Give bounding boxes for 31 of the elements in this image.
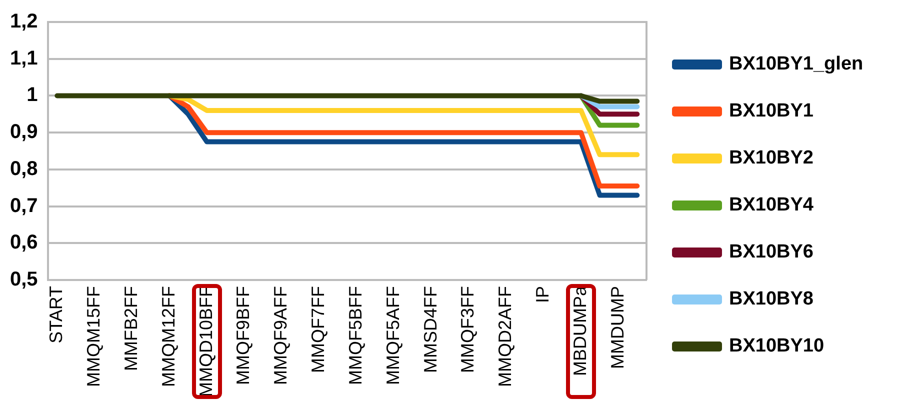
x-tick-label: MMQF9BFF [233,286,254,385]
y-tick-label: 1,1 [10,47,38,70]
legend-label: BX10BY2 [729,148,814,169]
x-tick-label: IP [532,286,553,304]
x-tick-label: MMQD10BFF [196,286,216,398]
y-tick-label: 1,2 [10,10,38,33]
x-tick-label: MMQM15FF [84,286,104,387]
x-tick-label: MMFB2FF [120,286,141,371]
legend-label: BX10BY6 [729,242,814,263]
x-tick-label: MMQF5AFF [382,286,403,385]
legend-label: BX10BY1 [729,100,814,122]
x-tick-label: MMQF5BFF [345,286,366,385]
legend-label: BX10BY1_glen [729,54,864,75]
x-tick-label: MMQF3FF [458,286,478,373]
legend-label: BX10BY8 [729,288,814,310]
y-tick-label: 0,5 [10,268,38,291]
x-tick-label: MMSD4FF [420,286,440,373]
legend-label: BX10BY4 [729,194,814,216]
x-tick-label: MBDUMPa [570,285,590,376]
y-tick-label: 0,7 [10,194,38,217]
x-tick-label: MMDUMP [607,286,628,369]
y-tick-label: 1 [26,84,38,106]
x-tick-label: START [46,286,66,344]
x-tick-label: MMQM12FF [158,286,178,387]
x-tick-label: MMQF9AFF [270,286,291,385]
x-tick-label: MMQD2AFF [495,286,516,387]
y-tick-label: 0,6 [10,232,38,254]
y-tick-label: 0,8 [10,158,38,180]
x-tick-label: MMQF7FF [308,286,328,373]
legend-label: BX10BY10 [729,336,824,357]
y-tick-label: 0,9 [10,121,38,144]
